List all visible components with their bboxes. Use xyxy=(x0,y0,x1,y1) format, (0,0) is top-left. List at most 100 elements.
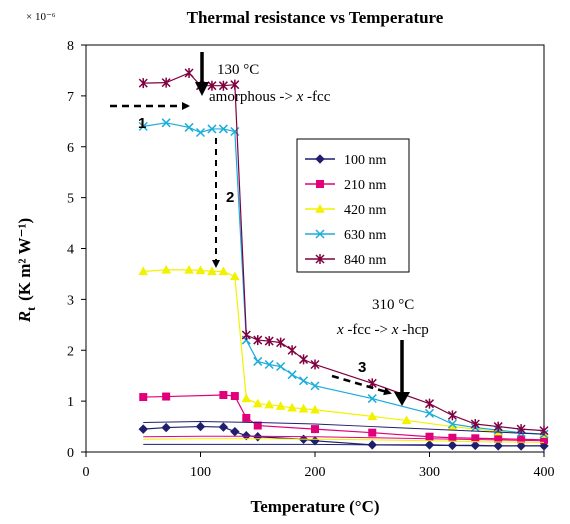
data-point xyxy=(311,425,319,434)
data-point xyxy=(276,361,286,372)
series-line xyxy=(143,394,545,441)
data-point xyxy=(287,402,297,412)
data-point xyxy=(310,381,320,391)
y-tick-label: 2 xyxy=(67,344,74,359)
data-point xyxy=(264,359,274,370)
data-point xyxy=(241,393,252,403)
data-point xyxy=(138,121,148,131)
data-point xyxy=(230,271,240,281)
x-tick-label: 0 xyxy=(83,465,90,480)
x-tick-label: 200 xyxy=(305,465,326,480)
annotation-arrows xyxy=(110,52,410,406)
data-point xyxy=(161,264,171,274)
data-point xyxy=(241,431,252,441)
arrow-310-head xyxy=(394,392,410,406)
legend-label: 210 nm xyxy=(344,178,387,193)
annotation-label-1: 1 xyxy=(138,115,146,132)
data-point xyxy=(230,426,240,437)
data-point xyxy=(299,376,309,386)
legend-label: 100 nm xyxy=(344,153,387,168)
y-axis-label: Rt (K m² W⁻¹) xyxy=(15,218,38,323)
legend-item: 100 nm xyxy=(305,153,387,168)
data-point xyxy=(218,266,229,276)
annotation-130-transition: amorphous -> x -fcc xyxy=(209,89,331,105)
data-point xyxy=(138,266,149,276)
annotation-310-part-b: -fcc -> xyxy=(344,322,392,338)
annotation-130-part-c: -fcc xyxy=(303,89,330,105)
data-point xyxy=(447,419,457,429)
data-point xyxy=(218,422,229,432)
series-630-nm xyxy=(138,118,549,439)
data-point xyxy=(241,329,251,340)
data-point xyxy=(517,435,526,444)
axes: 0 1 2 3 4 5 6 7 8 0 100 200 300 400 xyxy=(67,39,555,480)
series-unnamed-8 xyxy=(143,443,544,447)
y-tick-label: 5 xyxy=(67,192,74,207)
legend-swatch-marker xyxy=(315,229,325,239)
data-point xyxy=(470,419,480,430)
legend-swatch-marker xyxy=(315,203,325,213)
data-point xyxy=(424,398,435,409)
data-point xyxy=(195,421,206,432)
data-point xyxy=(207,124,217,134)
y-tick-label: 8 xyxy=(67,39,74,54)
data-point xyxy=(494,434,503,443)
legend-item: 420 nm xyxy=(305,203,387,218)
data-point xyxy=(448,433,457,442)
data-point xyxy=(207,266,217,276)
legend: 100 nm 210 nm 420 nm 630 nm 840 nm xyxy=(296,138,410,273)
data-point xyxy=(219,391,228,400)
legend-box xyxy=(296,138,410,273)
data-point xyxy=(230,79,240,90)
data-point xyxy=(299,354,309,365)
series-line xyxy=(143,443,544,447)
legend-item: 840 nm xyxy=(305,253,387,268)
data-point xyxy=(195,127,206,138)
data-point xyxy=(230,392,239,401)
annotation-130-part-a: amorphous -> xyxy=(209,89,297,105)
arrow-3 xyxy=(331,374,392,396)
legend-swatch-marker xyxy=(315,254,325,264)
data-point xyxy=(162,392,171,401)
x-tick-label: 400 xyxy=(534,465,555,480)
data-point xyxy=(252,398,263,408)
series-line xyxy=(143,420,545,435)
y-tick-label: 1 xyxy=(67,395,74,410)
series-210-nm xyxy=(139,391,548,444)
data-point xyxy=(275,401,286,410)
x-tick-label: 300 xyxy=(419,465,440,480)
data-point xyxy=(242,413,251,422)
data-point xyxy=(253,356,263,366)
data-point xyxy=(184,122,194,132)
data-point xyxy=(184,67,194,78)
y-tick-label: 3 xyxy=(67,293,74,308)
series-line xyxy=(143,269,545,435)
data-point xyxy=(493,421,503,432)
data-point xyxy=(310,359,320,370)
data-point xyxy=(138,78,148,89)
data-point xyxy=(161,118,171,128)
data-point xyxy=(540,435,548,444)
legend-swatch-marker xyxy=(315,154,325,164)
annotation-310-part-c: x xyxy=(391,322,399,338)
data-point xyxy=(368,428,377,437)
data-point xyxy=(287,370,297,380)
chart-title: Thermal resistance vs Temperature xyxy=(187,8,444,27)
series-420-nm xyxy=(138,264,549,438)
y-axis-label-unit: (K m² W⁻¹) xyxy=(15,218,34,301)
arrow-130-head xyxy=(195,82,209,96)
data-point xyxy=(161,422,171,433)
data-point xyxy=(264,399,275,409)
annotation-310-part-d: -hcp xyxy=(398,322,428,338)
legend-label: 420 nm xyxy=(344,203,387,218)
data-point xyxy=(298,403,309,413)
legend-item: 210 nm xyxy=(305,178,387,193)
data-point xyxy=(276,337,286,348)
y-multiplier: × 10⁻⁶ xyxy=(26,11,56,23)
legend-label: 840 nm xyxy=(344,253,387,268)
x-tick-label: 100 xyxy=(190,465,211,480)
data-point xyxy=(207,80,217,91)
data-point xyxy=(195,265,206,275)
data-point xyxy=(425,432,434,441)
